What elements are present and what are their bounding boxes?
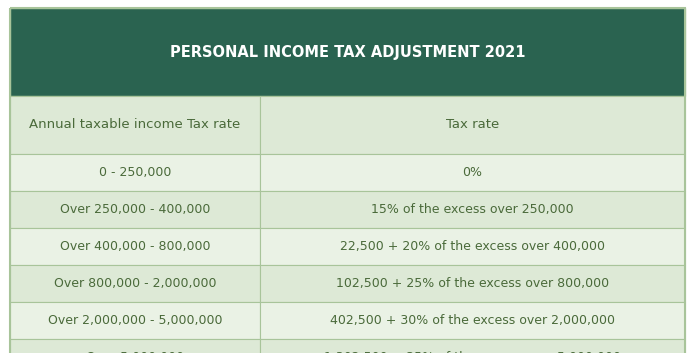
- Bar: [10, 339, 260, 353]
- Text: Over 400,000 - 800,000: Over 400,000 - 800,000: [60, 240, 210, 253]
- Bar: [10, 8, 685, 96]
- Bar: [260, 154, 685, 191]
- Text: Annual taxable income Tax rate: Annual taxable income Tax rate: [29, 119, 240, 132]
- Text: Over 800,000 - 2,000,000: Over 800,000 - 2,000,000: [54, 277, 216, 290]
- Bar: [260, 228, 685, 265]
- Text: PERSONAL INCOME TAX ADJUSTMENT 2021: PERSONAL INCOME TAX ADJUSTMENT 2021: [170, 44, 525, 60]
- Text: 22,500 + 20% of the excess over 400,000: 22,500 + 20% of the excess over 400,000: [340, 240, 605, 253]
- Bar: [260, 339, 685, 353]
- Bar: [10, 191, 260, 228]
- Text: 0%: 0%: [462, 166, 482, 179]
- Text: Over 250,000 - 400,000: Over 250,000 - 400,000: [60, 203, 210, 216]
- Text: 0 - 250,000: 0 - 250,000: [99, 166, 171, 179]
- Text: 15% of the excess over 250,000: 15% of the excess over 250,000: [371, 203, 573, 216]
- Bar: [10, 96, 260, 154]
- Bar: [10, 302, 260, 339]
- Text: Tax rate: Tax rate: [445, 119, 499, 132]
- Text: Over 2,000,000 - 5,000,000: Over 2,000,000 - 5,000,000: [48, 314, 222, 327]
- Text: 1,302,500 + 35% of the excess over 5,000,000: 1,302,500 + 35% of the excess over 5,000…: [324, 351, 621, 353]
- Bar: [260, 96, 685, 154]
- Bar: [10, 228, 260, 265]
- Bar: [260, 265, 685, 302]
- Text: 402,500 + 30% of the excess over 2,000,000: 402,500 + 30% of the excess over 2,000,0…: [330, 314, 615, 327]
- Text: 102,500 + 25% of the excess over 800,000: 102,500 + 25% of the excess over 800,000: [336, 277, 609, 290]
- Bar: [10, 265, 260, 302]
- Bar: [10, 154, 260, 191]
- Bar: [260, 302, 685, 339]
- Text: Over 5,000,000: Over 5,000,000: [85, 351, 184, 353]
- Bar: [260, 191, 685, 228]
